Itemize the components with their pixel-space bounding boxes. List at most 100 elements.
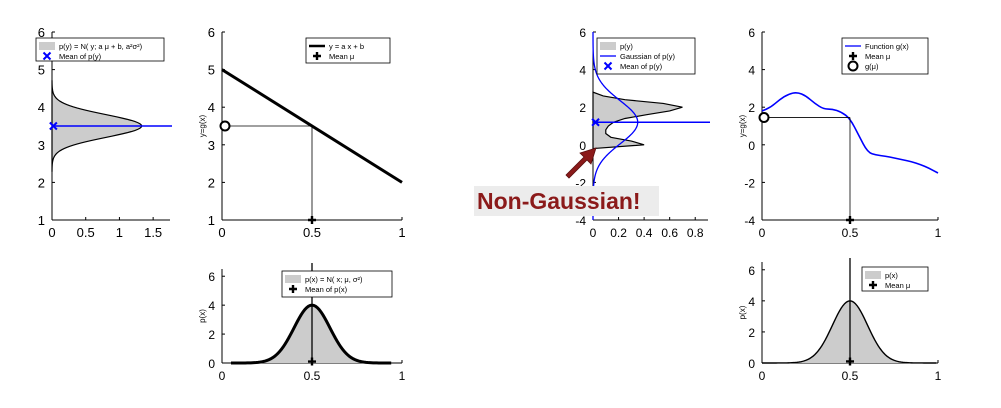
y-tick-label: 2 xyxy=(208,328,215,342)
x-tick-label: 0.5 xyxy=(77,225,95,240)
pointer-arrow xyxy=(565,147,597,179)
y-tick-label: 2 xyxy=(579,101,586,115)
y-tick-label: 6 xyxy=(208,270,215,284)
x-tick-label: 0 xyxy=(590,226,597,240)
x-tick-label: 0 xyxy=(218,225,225,240)
legend-label: Mean μ xyxy=(865,52,890,61)
density-area xyxy=(231,305,392,363)
legend-swatch xyxy=(289,285,297,293)
x-tick-label: 1 xyxy=(935,226,942,240)
y-tick-label: 2 xyxy=(748,326,755,340)
legend-label: Mean of p(x) xyxy=(305,285,348,294)
chart-left-py: 0 0.5 1 1.5 1 2 3 4 5 6 p(y) = N( y; a μ + b, a²σ²… xyxy=(35,25,172,240)
legend-label: Mean of p(y) xyxy=(620,62,663,71)
y-tick-label: 2 xyxy=(208,175,215,190)
y-tick-label: 3 xyxy=(208,138,215,153)
mean-marker xyxy=(846,216,854,224)
non-gaussian-note: Non-Gaussian! xyxy=(474,186,659,216)
y-tick-label: 5 xyxy=(208,63,215,78)
x-tick-label: 0.5 xyxy=(304,369,321,383)
legend-swatch xyxy=(869,281,877,289)
legend-swatch xyxy=(849,52,857,60)
legend-swatch xyxy=(313,52,321,60)
y-tick-label: 4 xyxy=(38,100,45,115)
legend-swatch xyxy=(847,60,859,72)
legend-label: g(μ) xyxy=(865,62,879,71)
y-tick-label: 4 xyxy=(748,295,755,309)
mean-marker xyxy=(846,357,854,366)
legend-label: p(x) = N( x; μ, σ²) xyxy=(305,275,363,284)
g-mu-marker xyxy=(219,120,231,132)
legend-swatch xyxy=(285,275,301,283)
y-tick-label: 0 xyxy=(748,139,755,153)
legend-swatch xyxy=(865,271,881,279)
y-axis-label: y=g(x) xyxy=(738,114,747,137)
legend-label: Mean μ xyxy=(885,281,910,290)
y-tick-label: 4 xyxy=(748,64,755,78)
y-tick-label: 2 xyxy=(38,175,45,190)
x-tick-label: 0.5 xyxy=(842,226,859,240)
legend-swatch xyxy=(603,61,613,71)
legend-box xyxy=(35,37,165,62)
legend-swatch xyxy=(600,42,616,50)
x-tick-label: 0 xyxy=(48,225,55,240)
y-tick-label: 0 xyxy=(748,357,755,371)
mean-marker xyxy=(308,216,316,224)
x-tick-label: 0 xyxy=(759,369,766,383)
legend-swatch xyxy=(39,42,55,50)
legend-label: Function g(x) xyxy=(865,42,909,51)
legend-label: Mean μ xyxy=(329,52,354,61)
y-tick-label: 6 xyxy=(748,26,755,40)
y-tick-label: 1 xyxy=(38,213,45,228)
x-tick-label: 0.6 xyxy=(661,226,678,240)
x-tick-label: 1.5 xyxy=(144,225,162,240)
y-tick-label: 1 xyxy=(208,213,215,228)
y-tick-label: 6 xyxy=(208,25,215,40)
mean-marker xyxy=(308,357,316,366)
y-axis-label: p(x) xyxy=(198,309,207,323)
x-tick-label: 1 xyxy=(398,225,405,240)
y-tick-label: 3 xyxy=(38,138,45,153)
legend-label: Mean of p(y) xyxy=(59,52,102,61)
y-tick-label: 4 xyxy=(579,64,586,78)
y-tick-label: 0 xyxy=(208,357,215,371)
density-curve xyxy=(762,300,937,364)
g-mu-marker xyxy=(758,112,770,124)
legend-swatch xyxy=(42,51,52,61)
x-tick-label: 0 xyxy=(219,369,226,383)
legend-box xyxy=(305,37,391,64)
y-tick-label: 6 xyxy=(748,264,755,278)
mean-marker xyxy=(49,121,58,131)
y-axis-label: y=g(x) xyxy=(198,114,207,137)
series-line xyxy=(761,91,939,174)
y-tick-label: 6 xyxy=(38,25,45,40)
x-tick-label: 1 xyxy=(399,369,406,383)
legend-label: y = a x + b xyxy=(329,42,364,51)
y-tick-label: 6 xyxy=(579,26,586,40)
x-tick-label: 0.2 xyxy=(610,226,627,240)
x-tick-label: 0.5 xyxy=(303,225,321,240)
y-tick-label: 4 xyxy=(208,100,215,115)
y-tick-label: -2 xyxy=(744,176,755,190)
chart-right-g: 0 0.5 1 -4 -2 0 2 4 6 y=g(x) Function g(x)Mean μg(… xyxy=(738,26,942,240)
x-tick-label: 0.5 xyxy=(842,369,859,383)
density-area xyxy=(762,300,937,363)
chart-right-py: 0 0.2 0.4 0.6 0.8 -4 -2 0 2 4 6 p(y)Gaussian of p(y… xyxy=(565,26,710,240)
y-tick-label: 0 xyxy=(579,139,586,153)
legend-label: p(x) xyxy=(885,271,898,280)
x-tick-label: 1 xyxy=(116,225,123,240)
legend-label: Gaussian of p(y) xyxy=(620,52,676,61)
mean-marker xyxy=(591,118,600,127)
x-tick-label: 0.4 xyxy=(636,226,653,240)
legend-label: p(y) xyxy=(620,42,633,51)
y-tick-label: 4 xyxy=(208,299,215,313)
x-tick-label: 0.8 xyxy=(687,226,704,240)
y-tick-label: -2 xyxy=(575,176,586,190)
y-tick-label: 2 xyxy=(748,101,755,115)
chart-left-px: 0 0.5 1 0 2 4 6 p(x) p(x) = N( x; μ, σ²)Mean of … xyxy=(198,263,406,383)
density-curve xyxy=(230,303,392,365)
y-tick-label: -4 xyxy=(744,214,755,228)
y-axis-label: p(x) xyxy=(738,305,747,319)
